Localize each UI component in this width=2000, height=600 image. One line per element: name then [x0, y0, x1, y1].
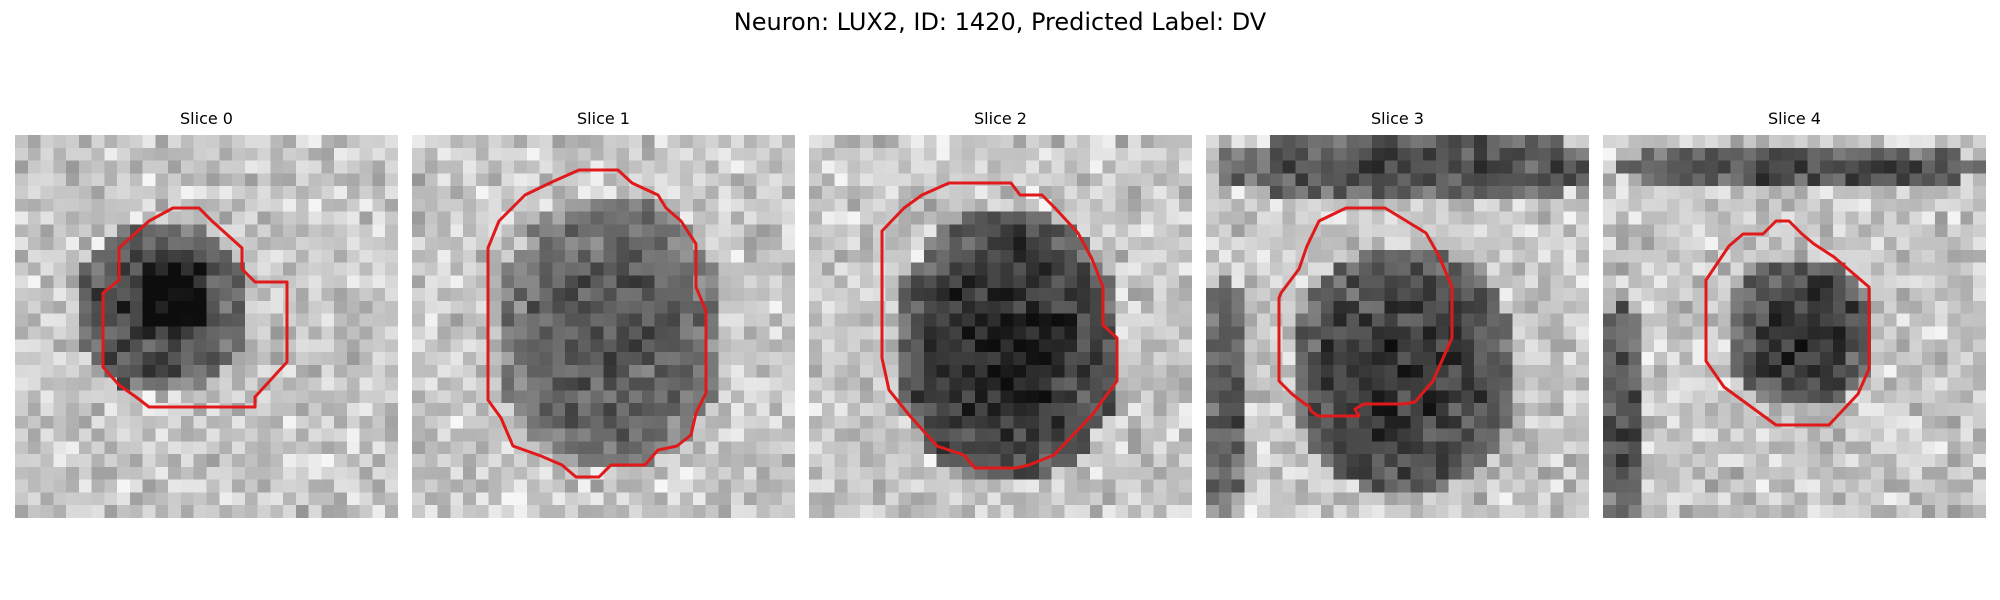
- slice-outline-4: [1704, 219, 1871, 427]
- slice-title-1: Slice 1: [577, 109, 630, 128]
- slice-image-0: [15, 135, 398, 518]
- slice-outline-2: [880, 181, 1119, 470]
- neuron-contour: [880, 181, 1119, 470]
- slice-panel-2: Slice 2: [809, 108, 1192, 518]
- neuron-contour: [101, 206, 289, 409]
- slice-panel-0: Slice 0: [15, 108, 398, 518]
- slice-title-4: Slice 4: [1768, 109, 1821, 128]
- neuron-contour: [1277, 206, 1454, 418]
- slice-outline-1: [486, 168, 708, 479]
- figure-title: Neuron: LUX2, ID: 1420, Predicted Label:…: [733, 8, 1267, 36]
- slice-image-1: [412, 135, 795, 518]
- slice-image-3: [1206, 135, 1589, 518]
- neuron-contour: [486, 168, 708, 479]
- slice-outline-3: [1277, 206, 1454, 418]
- slice-panel-3: Slice 3: [1206, 108, 1589, 518]
- slice-title-0: Slice 0: [180, 109, 233, 128]
- slice-panel-4: Slice 4: [1603, 108, 1986, 518]
- slice-title-3: Slice 3: [1371, 109, 1424, 128]
- neuron-contour: [1704, 219, 1871, 427]
- slice-title-2: Slice 2: [974, 109, 1027, 128]
- slice-image-2: [809, 135, 1192, 518]
- slice-panel-1: Slice 1: [412, 108, 795, 518]
- slice-image-4: [1603, 135, 1986, 518]
- slice-outline-0: [101, 206, 289, 409]
